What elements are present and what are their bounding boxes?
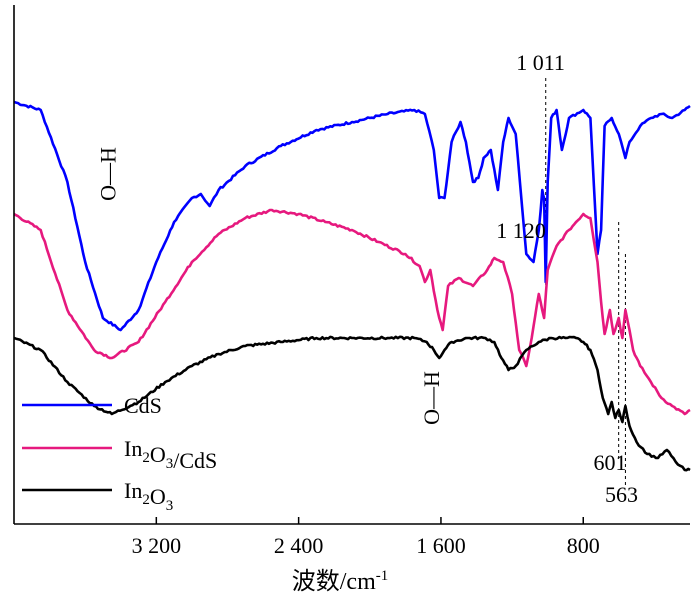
series-line-cds [13,100,691,332]
legend-label: In2O3/CdS [124,436,217,473]
plot-frame [14,5,690,524]
annotation-label: 1 120 [496,218,546,243]
x-ticks: 3 200 2 400 1 600 800 [132,517,600,558]
x-tick-label: 800 [567,533,600,558]
annotation-label: 563 [605,482,638,507]
x-tick-label: 1 600 [416,533,466,558]
series-line-in2o3cds [13,208,691,416]
x-tick-label: 3 200 [132,533,182,558]
annotations: O—H O—H 1 011 1 120 601 563 [95,50,638,507]
x-tick-label: 2 400 [274,533,324,558]
annotation-label: 601 [593,450,626,475]
series-layer [13,100,691,472]
legend: CdS In2O3/CdS In2O3 [22,393,217,514]
axes [13,5,690,525]
legend-label: In2O3 [124,478,173,514]
x-axis-title: 波数/cm-1 [292,568,389,595]
series-line-in2o3 [13,335,691,472]
x-axis-title-superscript: -1 [376,568,389,584]
x-axis-title-text: 波数/cm [292,568,376,595]
legend-label: CdS [124,393,162,418]
annotation-label: O—H [419,371,444,425]
annotation-label: O—H [95,147,120,201]
plot-area [14,5,690,524]
annotation-label: 1 011 [516,50,565,75]
